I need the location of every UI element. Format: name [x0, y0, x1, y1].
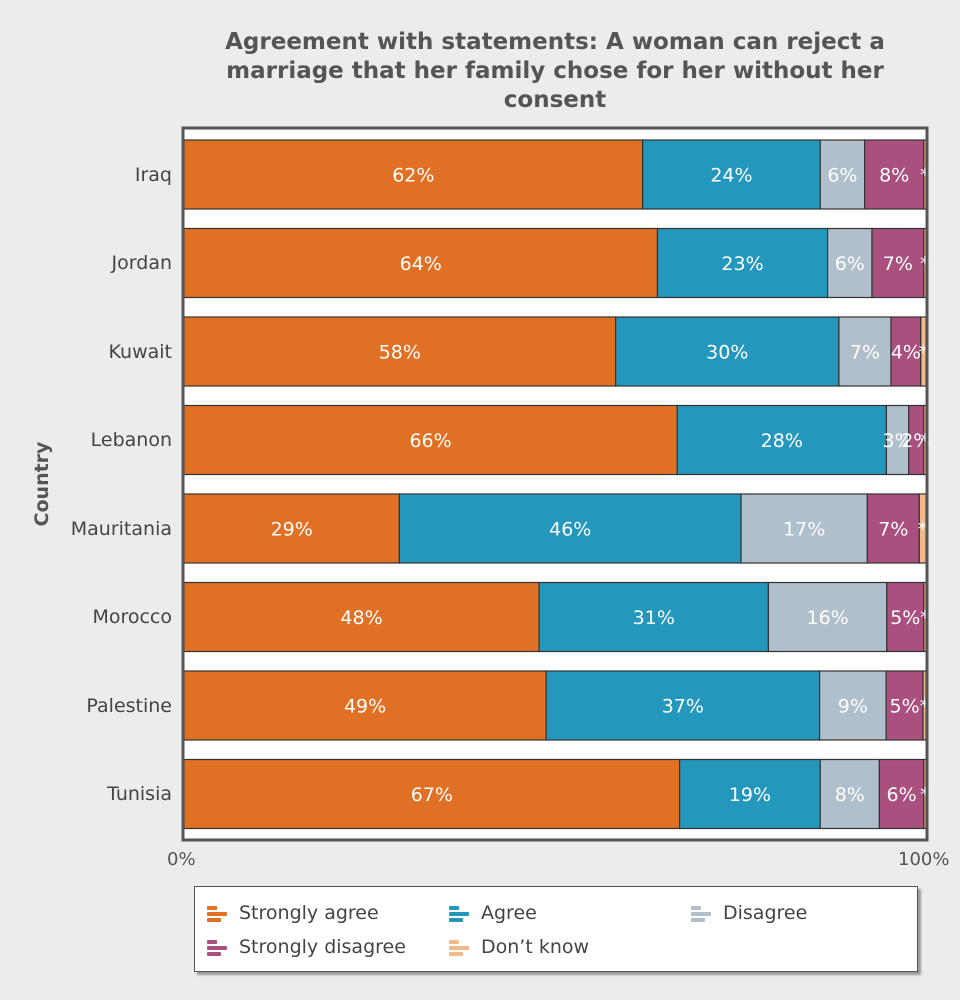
bar-mauritania-strongly-disagree — [866, 493, 920, 564]
bar-iraq-strongly-agree — [183, 139, 644, 210]
legend-label: Strongly disagree — [239, 936, 406, 958]
bar-mauritania-agree — [398, 493, 742, 564]
data-label: 67% — [411, 784, 453, 806]
category-label: Morocco — [92, 606, 172, 628]
bar-morocco-disagree — [767, 581, 888, 653]
data-label: 8% — [835, 784, 865, 806]
data-label: 66% — [409, 430, 451, 452]
data-label: 23% — [721, 253, 763, 275]
bar-jordan-agree — [656, 227, 829, 299]
data-label: 7% — [883, 253, 913, 275]
category-label: Lebanon — [90, 429, 172, 451]
legend-bar-icon — [207, 903, 229, 923]
legend-bar-icon — [449, 903, 471, 923]
bar-iraq-agree — [642, 139, 821, 210]
data-label: 28% — [761, 430, 803, 452]
category-label: Mauritania — [70, 517, 172, 540]
bar-kuwait-strongly-agree — [183, 316, 617, 387]
legend-item-strongly-disagree: Strongly disagree — [207, 935, 406, 959]
data-label: 64% — [400, 253, 442, 275]
data-label: 24% — [710, 165, 752, 187]
data-label: * — [920, 784, 930, 806]
legend-label: Agree — [481, 902, 537, 924]
data-label: * — [920, 607, 930, 629]
data-label: 19% — [729, 784, 771, 806]
data-label: * — [919, 342, 929, 364]
data-label: 46% — [549, 519, 591, 541]
data-label: 6% — [887, 784, 917, 806]
data-label: 9% — [838, 696, 868, 718]
data-label: 3% — [883, 430, 913, 452]
data-label: 5% — [890, 607, 920, 629]
chart-title: Agreement with statements: A woman can r… — [225, 29, 885, 113]
bar-jordan-disagree — [827, 227, 873, 299]
data-label: 17% — [783, 519, 825, 541]
data-label: 29% — [271, 519, 313, 541]
data-label: 6% — [835, 253, 865, 275]
data-label: 49% — [344, 696, 386, 718]
bar-jordan-strongly-disagree — [871, 227, 925, 299]
data-label: 37% — [662, 696, 704, 718]
bar-kuwait-strongly-disagree — [890, 316, 922, 387]
category-label: Kuwait — [108, 340, 172, 363]
x-tick-0: 0% — [167, 849, 196, 870]
bar-lebanon-strongly-agree — [183, 404, 678, 476]
bar-iraq-strongly-disagree — [863, 139, 925, 210]
bar-tunisia-agree — [679, 758, 821, 830]
category-label: Palestine — [86, 694, 172, 717]
data-label: 31% — [633, 607, 675, 629]
legend-item-don-t-know: Don’t know — [449, 935, 589, 959]
bar-jordan-strongly-agree — [183, 227, 659, 299]
data-label: * — [920, 696, 930, 718]
bar-mauritania-disagree — [740, 493, 868, 564]
bar-palestine-agree — [545, 670, 821, 741]
data-label: 48% — [340, 607, 382, 629]
category-label: Iraq — [134, 163, 172, 186]
data-label: * — [920, 430, 930, 452]
data-label: 30% — [706, 342, 748, 364]
legend-item-strongly-agree: Strongly agree — [207, 901, 379, 925]
bar-morocco-agree — [538, 581, 770, 653]
data-label: 4% — [891, 342, 921, 364]
data-label: 58% — [379, 342, 421, 364]
data-label: 62% — [392, 165, 434, 187]
legend: Strongly agree Agree Disagree Strongly disa… — [194, 886, 918, 972]
bar-tunisia-strongly-agree — [183, 758, 681, 830]
plot-frame — [181, 126, 929, 842]
bar-iraq-disagree — [819, 139, 866, 210]
category-label: Tunisia — [107, 783, 172, 805]
data-label: 16% — [806, 607, 848, 629]
data-label: 8% — [879, 165, 909, 187]
bar-morocco-strongly-agree — [183, 581, 540, 653]
data-label: * — [920, 165, 930, 187]
data-label: * — [920, 253, 930, 275]
legend-label: Disagree — [723, 902, 808, 924]
bar-kuwait-disagree — [838, 316, 892, 387]
data-label: 5% — [889, 696, 919, 718]
data-label: 7% — [850, 342, 880, 364]
category-label: Jordan — [111, 252, 172, 274]
bar-palestine-strongly-disagree — [885, 670, 924, 741]
legend-bar-icon — [207, 937, 229, 957]
bar-palestine-strongly-agree — [183, 670, 547, 741]
data-label: 6% — [827, 165, 857, 187]
bar-kuwait-agree — [615, 316, 840, 387]
legend-item-agree: Agree — [449, 901, 537, 925]
data-label: * — [918, 519, 928, 541]
legend-label: Don’t know — [481, 936, 590, 958]
legend-item-disagree: Disagree — [691, 901, 807, 925]
bar-lebanon-agree — [676, 404, 887, 476]
data-label: 7% — [878, 519, 908, 541]
bar-tunisia-disagree — [819, 758, 880, 830]
legend-label: Strongly agree — [239, 902, 379, 924]
legend-bar-icon — [449, 937, 471, 957]
bar-morocco-strongly-disagree — [886, 581, 925, 653]
legend-bar-icon — [691, 903, 713, 923]
x-tick-100: 100% — [898, 849, 950, 870]
